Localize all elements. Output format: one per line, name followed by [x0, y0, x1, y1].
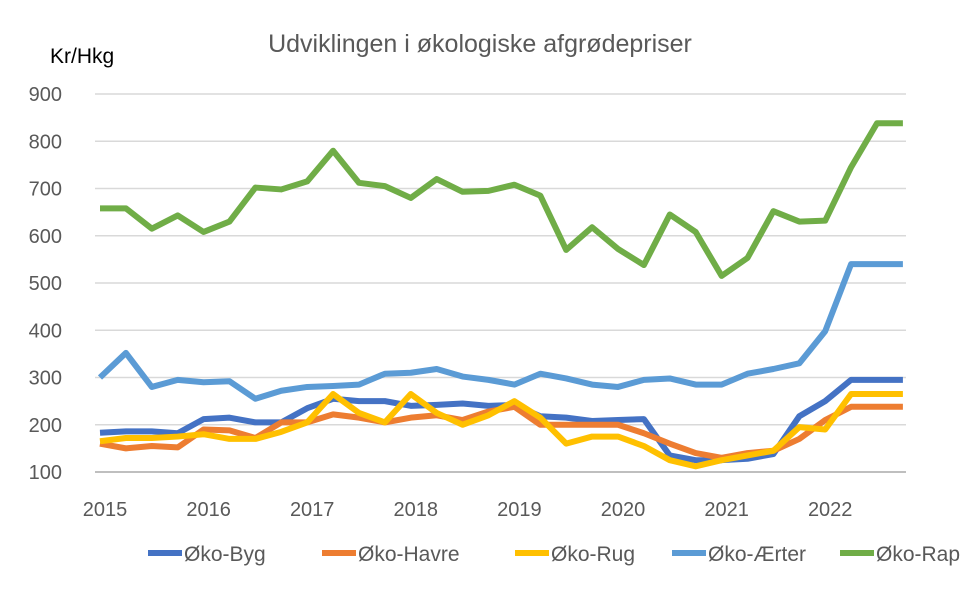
x-tick-label: 2019 — [497, 499, 542, 521]
x-tick-label: 2020 — [601, 499, 646, 521]
series-line-Øko-Raps — [100, 120, 903, 279]
x-tick-label: 2016 — [186, 499, 231, 521]
legend-item: Øko-Raps — [840, 543, 960, 566]
series-line-Øko-Ærter — [97, 261, 903, 402]
legend-label: Øko-Raps — [876, 543, 960, 566]
legend-item: Øko-Ærter — [672, 543, 806, 566]
legend-item: Øko-Byg — [148, 543, 266, 566]
y-tick-label: 600 — [29, 226, 62, 248]
y-tick-label: 500 — [29, 273, 62, 295]
y-axis-label: Kr/Hkg — [50, 45, 114, 68]
chart-title: Udviklingen i økologiske afgrødepriser — [268, 30, 692, 58]
legend-label: Øko-Ærter — [708, 543, 806, 566]
legend-item: Øko-Rug — [515, 543, 635, 566]
x-tick-label: 2022 — [808, 499, 853, 521]
legend-label: Øko-Byg — [184, 543, 266, 566]
series-line-Øko-Havre — [99, 403, 903, 461]
y-tick-label: 400 — [29, 320, 62, 342]
legend-item: Øko-Havre — [322, 543, 460, 566]
x-tick-label: 2015 — [83, 499, 128, 521]
series-line-Øko-Rug — [99, 391, 903, 470]
legend-label: Øko-Havre — [358, 543, 460, 566]
y-tick-label: 800 — [29, 131, 62, 153]
y-tick-label: 200 — [29, 415, 62, 437]
y-tick-label: 900 — [29, 84, 62, 106]
y-tick-label: 300 — [29, 368, 62, 390]
x-tick-label: 2018 — [394, 499, 439, 521]
y-tick-label: 700 — [29, 179, 62, 201]
y-tick-label: 100 — [29, 462, 62, 484]
legend-label: Øko-Rug — [551, 543, 635, 566]
x-tick-label: 2017 — [290, 499, 335, 521]
x-tick-label: 2021 — [704, 499, 749, 521]
